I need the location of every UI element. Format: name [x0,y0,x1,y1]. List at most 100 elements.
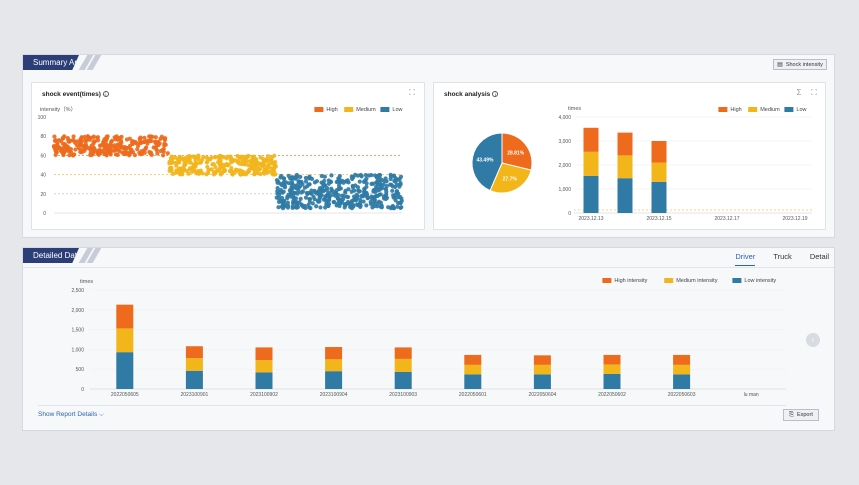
bar-segment [617,178,633,213]
scatter-point [79,135,84,140]
scatter-point [360,193,365,198]
tab-driver[interactable]: Driver [735,252,756,266]
scatter-point [163,136,168,141]
scatter-point [346,187,351,192]
scatter-point [51,144,57,149]
scatter-point [117,141,122,147]
tab-detail[interactable]: Detail [809,252,829,261]
scatter-point [324,202,329,207]
scatter-point [317,199,322,204]
scatter-point [298,174,303,179]
y-axis-label: times [80,279,93,285]
scatter-point [285,200,290,205]
scatter-point [66,147,72,152]
bar-segment [533,374,551,389]
bar-segment [464,354,482,365]
bar-segment [116,328,134,353]
y-tick-label: 2,000 [558,163,571,169]
pie-slice [501,132,533,171]
scroll-right-button[interactable]: › [806,333,820,347]
scatter-point [388,172,393,177]
scatter-point [91,134,96,139]
scatter-point [242,156,247,162]
tab-truck[interactable]: Truck [773,252,792,261]
x-tick-label: 2022050601 [459,392,487,398]
scatter-point [213,154,218,160]
scatter-point [247,169,252,174]
scatter-point [285,196,290,201]
scatter-point [237,161,242,166]
scatter-point [399,196,404,201]
sigma-icon[interactable]: Σ [796,88,802,97]
scatter-point [79,150,84,155]
scatter-point [390,188,395,193]
legend-swatch [380,107,390,112]
detail-tabs: Driver Truck Detail [735,252,829,266]
scatter-point [333,190,338,195]
scatter-point [384,183,389,189]
legend-label: Medium intensity [676,278,718,284]
scatter-point [91,139,96,144]
legend-swatch [718,107,728,112]
info-icon[interactable]: i [102,91,109,98]
legend-swatch [664,278,674,283]
bar-segment [533,364,551,375]
scatter-point [352,188,357,193]
scatter-point [322,178,327,184]
scatter-point [377,187,382,192]
pie-label: 43.49% [476,157,494,163]
x-tick-label: 2023.12.13 [578,216,603,222]
scatter-point [364,192,369,198]
scatter-point [73,147,78,152]
scatter-point [276,205,281,210]
scatter-point [357,200,363,205]
scatter-point [312,197,317,202]
scatter-point [82,138,88,143]
card-title: shock analysis i [444,91,499,98]
scatter-point [290,186,295,191]
scatter-point [322,183,327,188]
card-title: shock event(times) i [42,91,109,98]
scatter-point [307,176,312,181]
scatter-point [272,162,277,167]
scatter-point [300,189,305,194]
chevron-down-icon: ⌵ [99,412,104,418]
chart-icon: ▤ [777,62,783,68]
scatter-point [384,179,389,184]
scatter-point [130,149,136,155]
scatter-point [344,179,349,184]
show-report-details-link[interactable]: Show Report Details ⌵ [38,411,104,419]
scatter-point [206,168,211,173]
scatter-point [302,185,308,190]
export-button[interactable]: ⎘ Export [783,409,819,421]
scatter-point [90,151,96,156]
scatter-point [238,172,243,177]
scatter-point [341,194,346,199]
scatter-point [104,136,109,141]
scatter-point [278,175,283,180]
x-tick-label: 2023.12.17 [714,216,739,222]
scatter-point [243,172,249,177]
scatter-point [148,134,153,140]
expand-icon[interactable]: ⛶ [811,88,817,97]
shock-intensity-button[interactable]: ▤ Shock intensity [773,59,827,70]
scatter-point [260,164,266,169]
scatter-point [296,179,301,184]
bar-segment [583,127,599,152]
x-tick-label: 2023100903 [389,392,417,398]
scatter-point [53,138,59,143]
shock-analysis-chart: times 28.81% 27.7% 43.49% 0 1,000 2,000 3,000 4… [471,106,812,222]
scatter-point [250,154,255,160]
bar-segment [673,374,691,389]
scatter-point [262,167,267,172]
scatter-point [124,137,130,142]
scatter-point [71,153,76,158]
shock-event-chart: intensity（%） 0 20 40 60 80 100 Low Medium High [38,106,404,217]
scatter-point [233,158,238,163]
info-icon[interactable]: i [492,91,499,98]
y-tick-label: 0 [43,211,46,217]
expand-icon[interactable]: ⛶ [409,88,415,97]
scatter-point [316,188,322,193]
legend-label: Medium [760,107,780,113]
legend-swatch [602,278,612,283]
